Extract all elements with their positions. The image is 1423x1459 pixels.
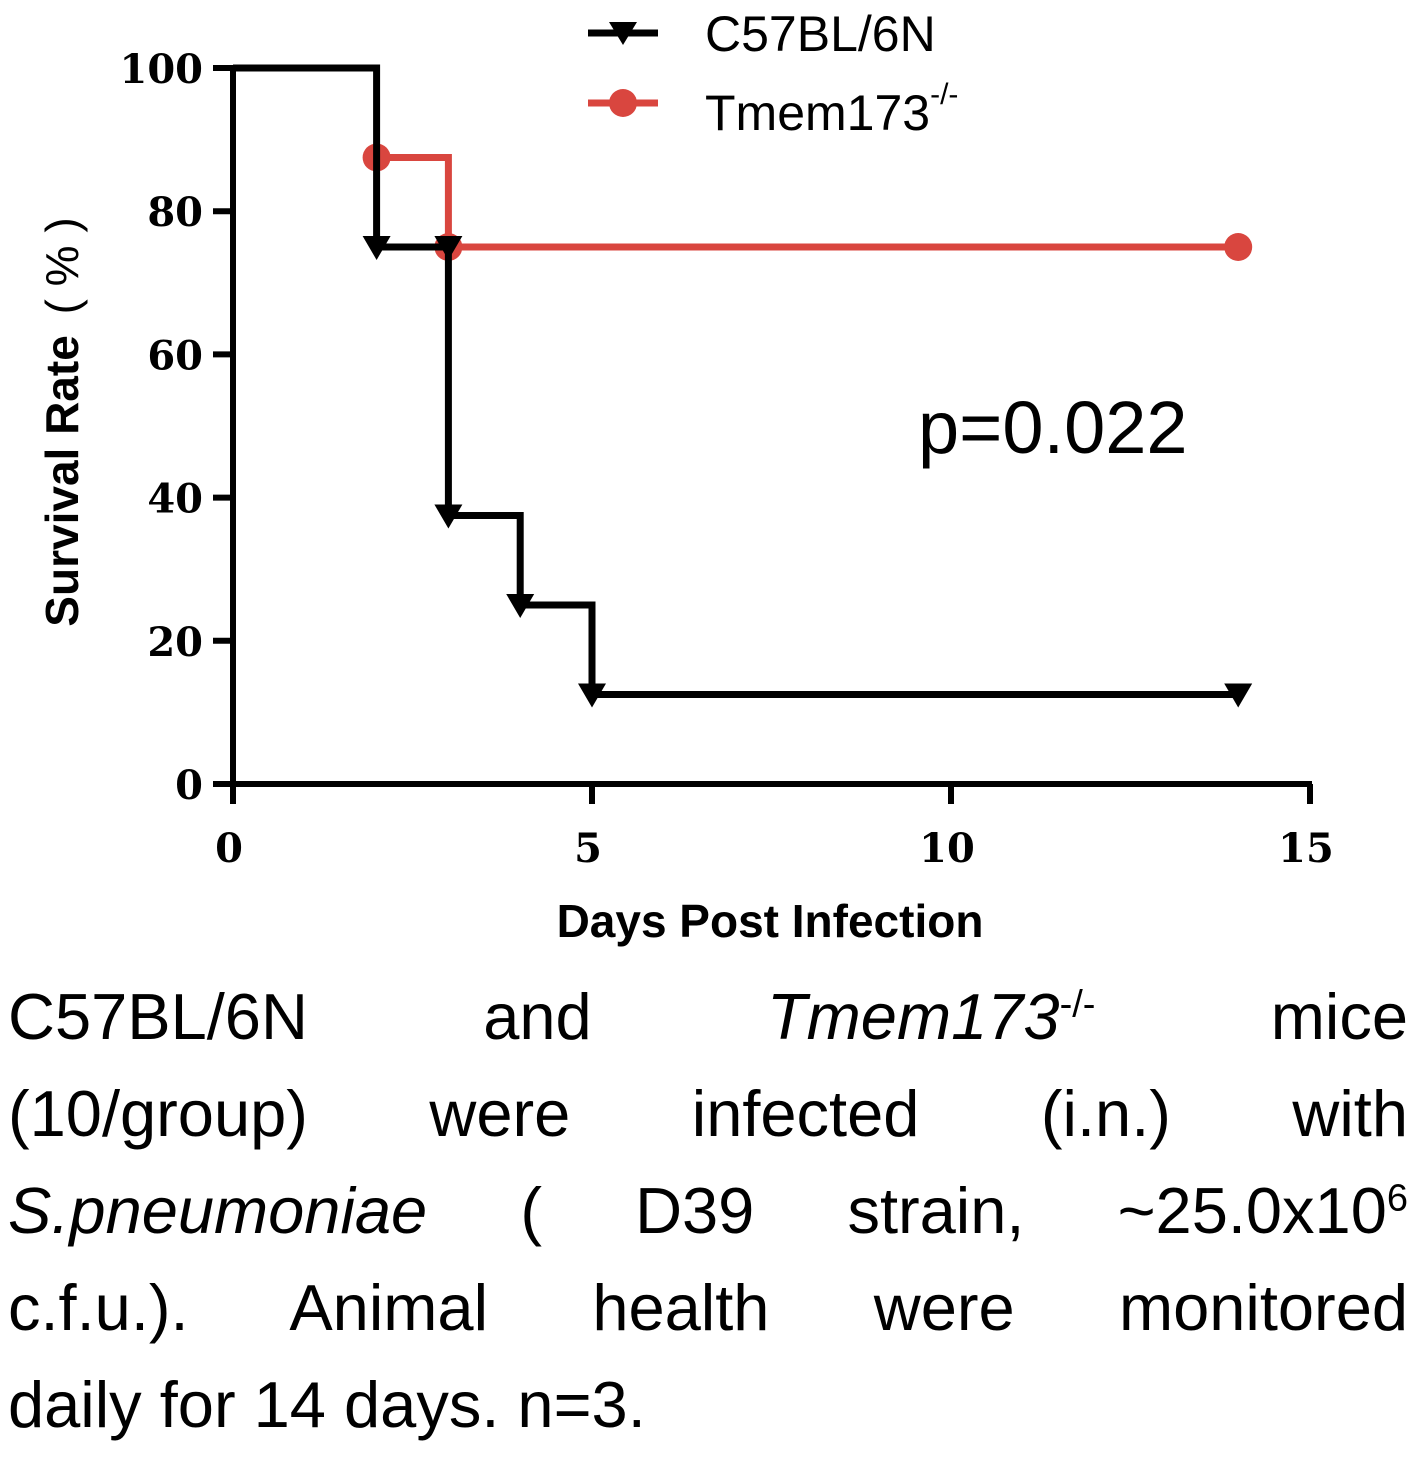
caption-line-1: C57BL/6N and Tmem173-/- mice <box>8 968 1408 1065</box>
y-axis-label-main: Survival Rate <box>36 335 88 626</box>
y-tick-label: 20 <box>147 619 203 666</box>
legend-label-tmem-name: Tmem173 <box>705 85 930 141</box>
y-axis-label: Survival Rate ( % ) <box>36 217 88 626</box>
x-tick-label: 15 <box>1278 825 1334 872</box>
survival-chart: 0 5 10 15 0 20 40 60 80 100 Days Post Infection S… <box>36 6 1334 947</box>
y-axis-label-unit: ( % ) <box>36 217 88 314</box>
x-tick-label: 10 <box>919 825 975 872</box>
p-value-annotation: p=0.022 <box>918 386 1188 469</box>
series-line-c57bl <box>233 64 1239 698</box>
y-tick-label: 100 <box>120 46 204 93</box>
x-tick-label: 0 <box>215 825 243 872</box>
caption-line-3: S.pneumoniae ( D39 strain, ~25.0x106 <box>8 1162 1408 1259</box>
caption-line-2: (10/group) were infected (i.n.) with <box>8 1077 1408 1150</box>
x-tick-label: 5 <box>574 825 602 872</box>
figure-caption: C57BL/6N and Tmem173-/- mice (10/group) … <box>8 968 1408 1453</box>
caption-line-4: c.f.u.). Animal health were monitored <box>8 1271 1408 1344</box>
y-tick-label: 40 <box>147 476 203 523</box>
caption-exponent: 6 <box>1386 1177 1408 1220</box>
caption-knockout: Tmem173-/- <box>766 980 1096 1053</box>
caption-strain-dose: ( D39 strain, ~25.0x10 <box>427 1174 1387 1247</box>
x-axis-label: Days Post Infection <box>557 895 984 947</box>
series-line-tmem173 <box>376 154 1239 251</box>
legend-label-tmem: Tmem173-/- <box>705 78 958 141</box>
data-point-c57bl <box>578 683 606 708</box>
data-point-tmem173 <box>1224 233 1253 261</box>
legend-label-c57: C57BL/6N <box>705 6 936 62</box>
caption-line-5: daily for 14 days. n=3. <box>8 1368 646 1441</box>
y-tick-label: 60 <box>147 332 203 379</box>
y-tick-label: 0 <box>175 762 203 809</box>
axes <box>213 65 1313 804</box>
caption-species: S.pneumoniae <box>8 1174 428 1247</box>
legend-label-tmem-sup: -/- <box>930 78 958 111</box>
legend: C57BL/6N Tmem173-/- <box>588 6 958 141</box>
caption-mice: mice <box>1270 980 1408 1053</box>
caption-and: and <box>483 980 592 1053</box>
data-point-c57bl <box>434 236 463 260</box>
data-point-c57bl <box>1224 683 1253 708</box>
y-tick-label: 80 <box>147 189 203 236</box>
legend-marker-c57 <box>609 22 637 45</box>
data-point-c57bl <box>362 236 391 260</box>
data-point-c57bl <box>506 594 535 618</box>
caption-strain: C57BL/6N <box>8 980 308 1053</box>
data-point-c57bl <box>434 504 463 529</box>
tick-labels: 0 5 10 15 0 20 40 60 80 100 <box>120 46 1334 872</box>
series-group <box>233 64 1253 708</box>
legend-marker-tmem <box>609 89 637 117</box>
